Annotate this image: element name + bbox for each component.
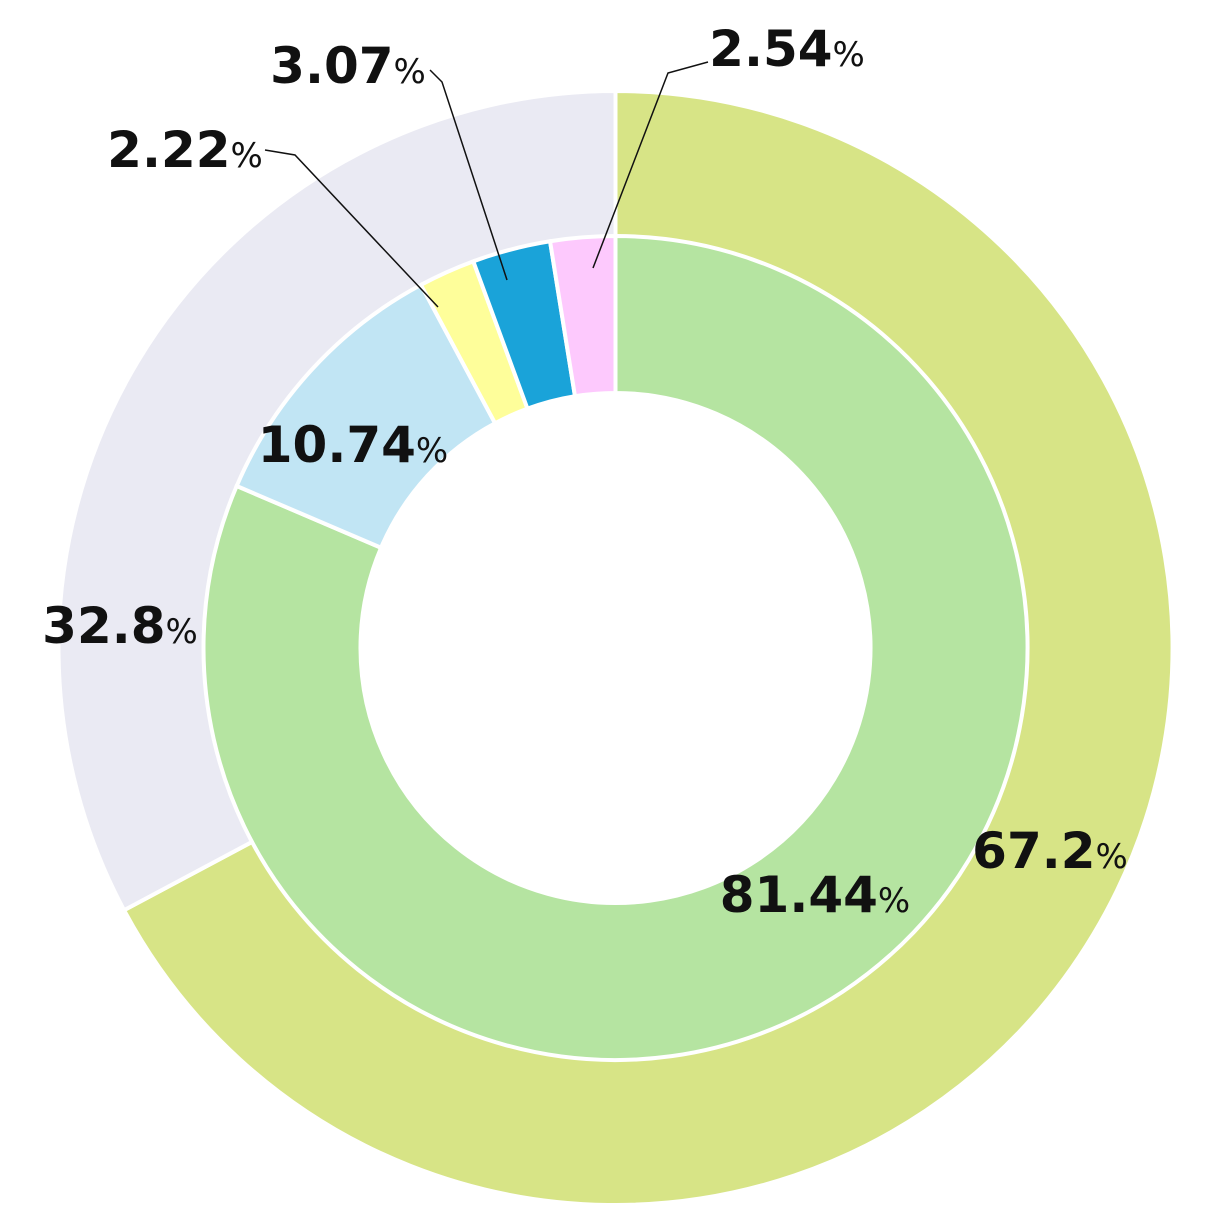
- inner-slice-0: [201, 233, 1030, 1062]
- inner-data-label-unit-1: %: [416, 431, 448, 471]
- inner-ring: [201, 233, 1030, 1062]
- inner-data-label-value-3: 3.07: [270, 37, 393, 95]
- inner-slice-4: [547, 233, 618, 399]
- inner-data-label-0: 81.44%: [720, 866, 910, 924]
- inner-data-label-unit-2: %: [231, 136, 263, 176]
- inner-data-label-1: 10.74%: [258, 416, 448, 474]
- inner-data-label-2: 2.22%: [107, 121, 263, 179]
- inner-data-label-value-4: 2.54: [709, 20, 832, 78]
- inner-data-label-4: 2.54%: [709, 20, 865, 78]
- inner-data-label-value-2: 2.22: [107, 121, 230, 179]
- inner-leader-line-2: [264, 149, 439, 308]
- outer-data-label-1: 32.8%: [42, 597, 198, 655]
- inner-data-label-value-1: 10.74: [258, 416, 416, 474]
- inner-data-label-3: 3.07%: [270, 37, 426, 95]
- inner-data-label-unit-4: %: [833, 35, 865, 75]
- data-labels: 67.2%32.8%81.44%10.74%2.22%3.07% 2.54%: [42, 20, 1128, 924]
- outer-data-label-value-1: 32.8: [42, 597, 165, 655]
- inner-data-label-value-0: 81.44: [720, 866, 878, 924]
- inner-data-label-unit-3: %: [394, 52, 426, 92]
- outer-data-label-unit-0: %: [1096, 837, 1128, 877]
- outer-data-label-unit-1: %: [166, 612, 198, 652]
- outer-data-label-value-0: 67.2: [972, 822, 1095, 880]
- inner-leader-line-4: [592, 61, 709, 269]
- outer-data-label-0: 67.2%: [972, 822, 1128, 880]
- inner-data-label-unit-0: %: [878, 881, 910, 921]
- inner-leader-line-3: [429, 69, 508, 281]
